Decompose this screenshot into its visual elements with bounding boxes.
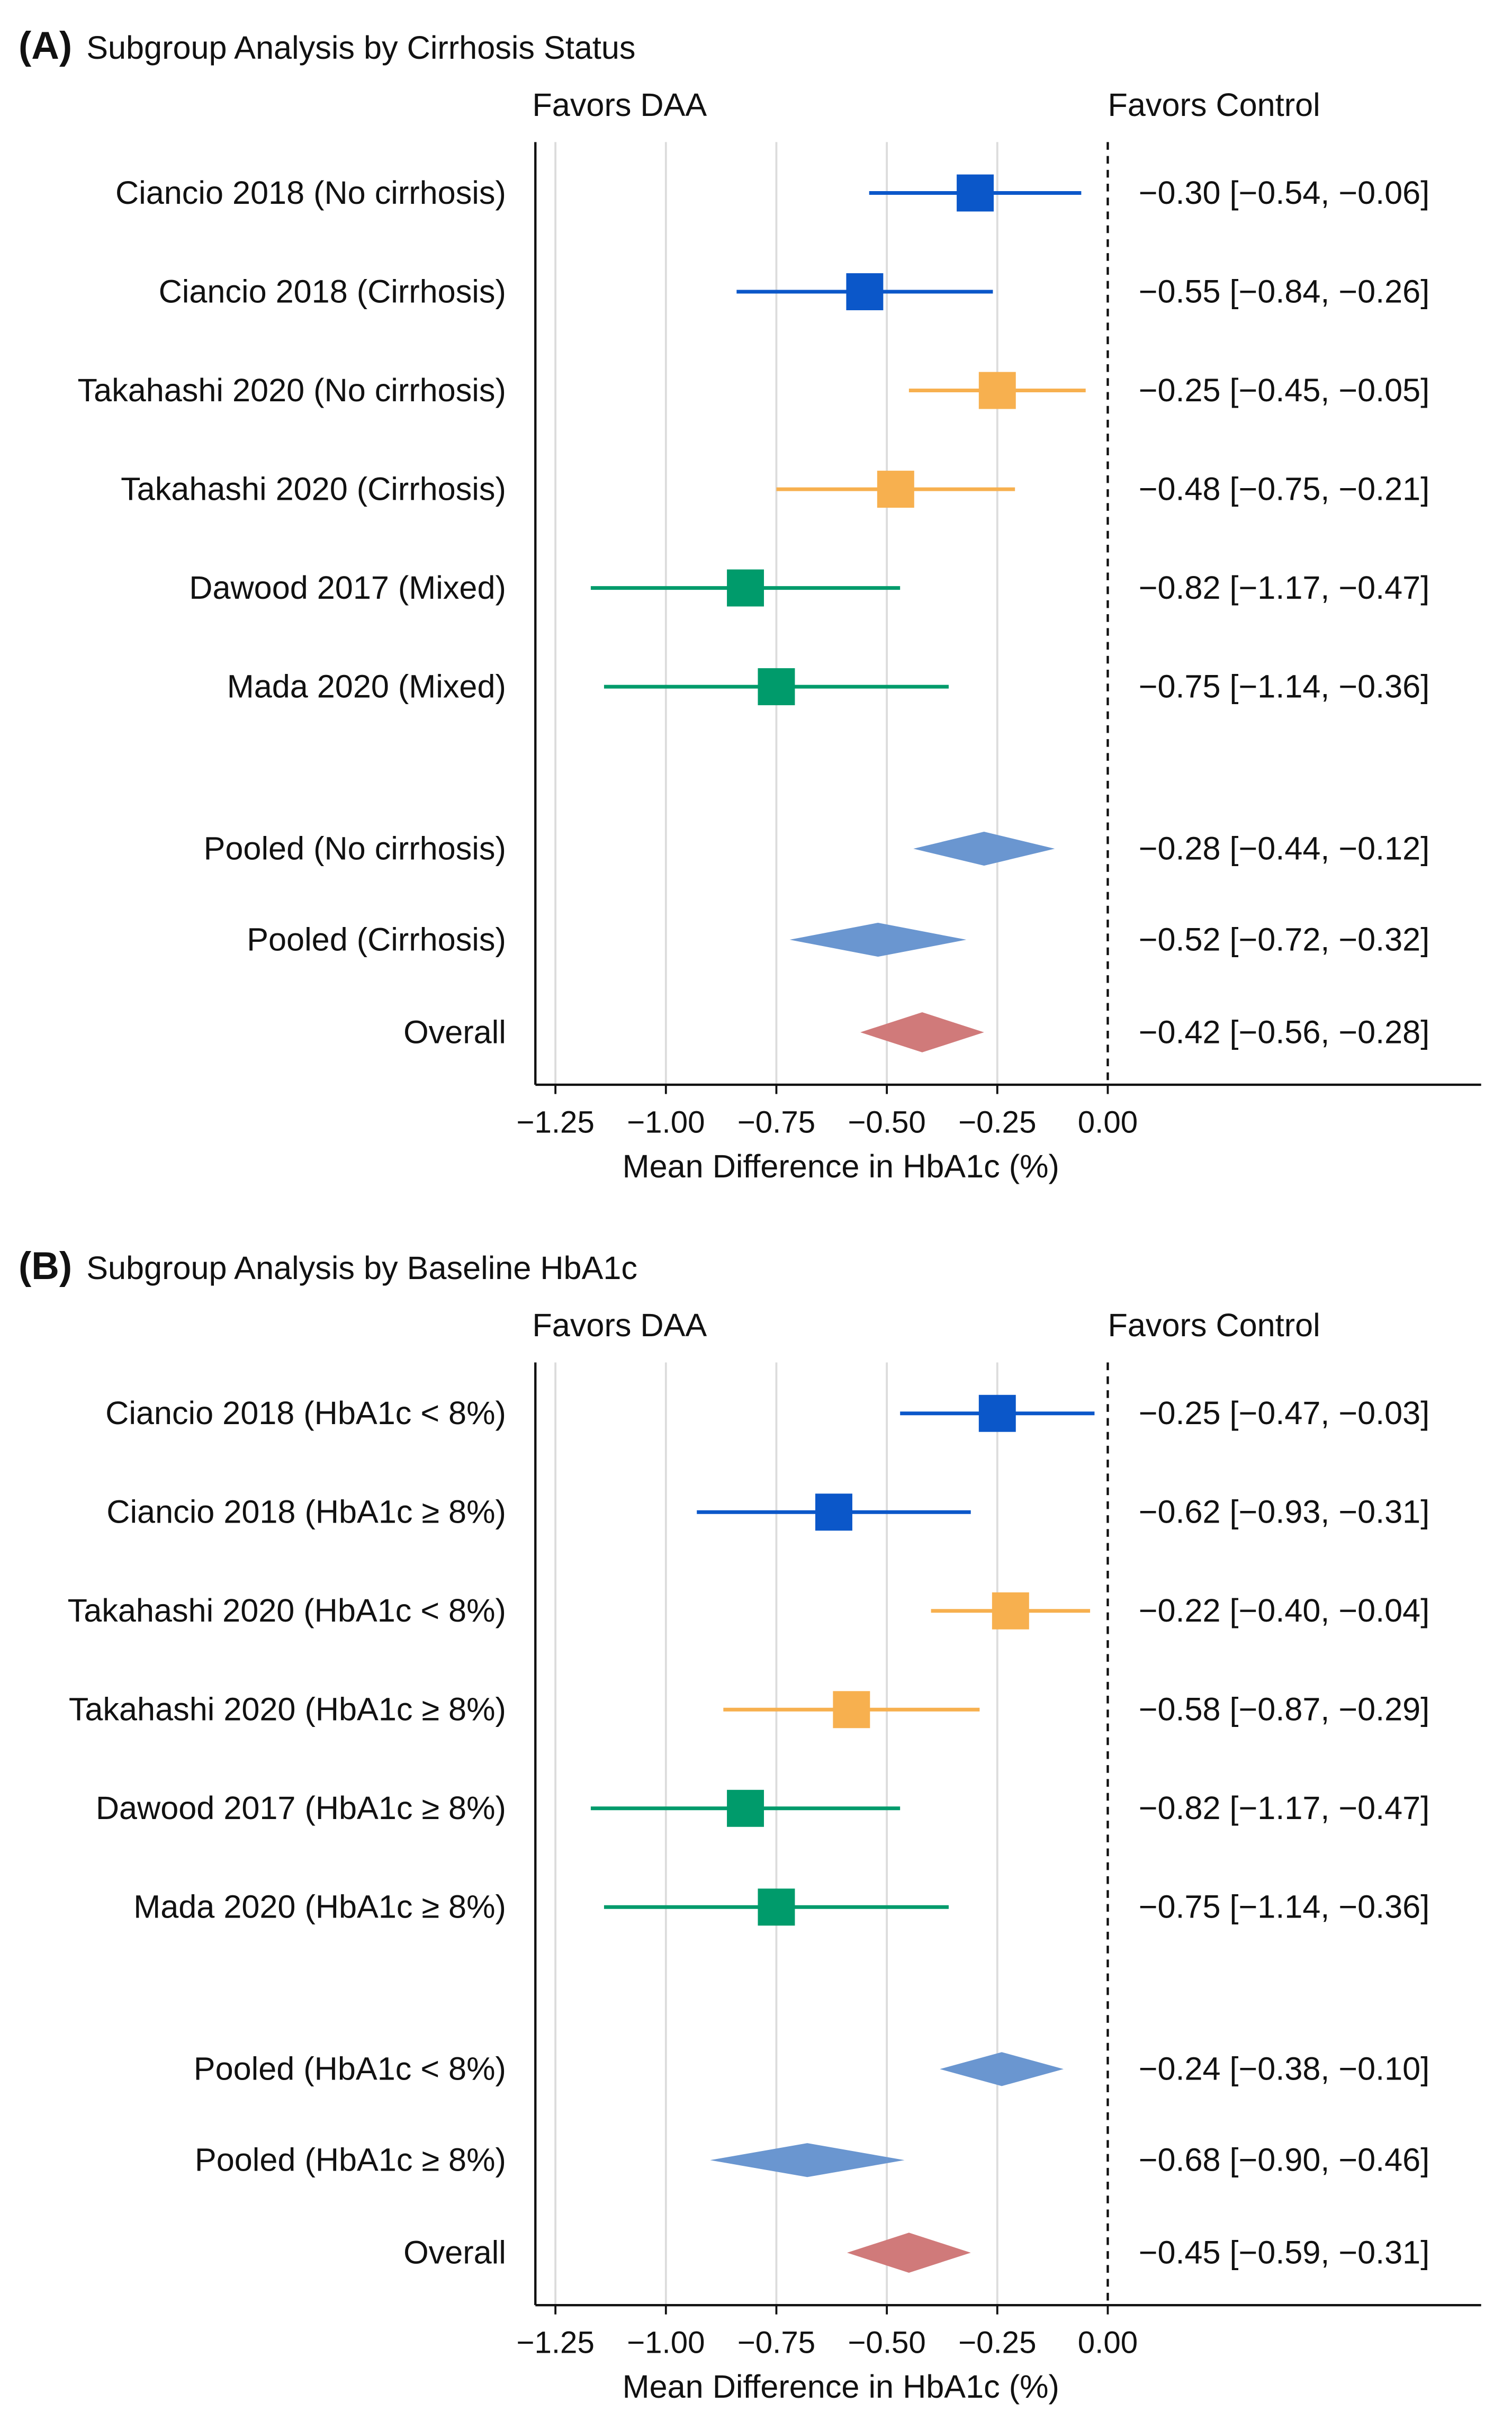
effect-ci-label: −0.24 [−0.38, −0.10] (1139, 2051, 1429, 2087)
favors-left-label: Favors DAA (532, 87, 707, 123)
x-tick-label: −1.25 (516, 1105, 594, 1139)
overall-diamond (860, 1012, 984, 1052)
row-label: Takahashi 2020 (HbA1c ≥ 8%) (69, 1691, 506, 1727)
row-label: Ciancio 2018 (HbA1c ≥ 8%) (106, 1494, 506, 1530)
forest-row: Pooled (HbA1c ≥ 8%) −0.68 [−0.90, −0.46] (195, 2142, 1429, 2178)
forest-row: Dawood 2017 (Mixed) −0.82 [−1.17, −0.47] (189, 569, 1429, 607)
row-label: Pooled (No cirrhosis) (204, 831, 506, 867)
favors-left-label: Favors DAA (532, 1307, 707, 1343)
effect-ci-label: −0.75 [−1.14, −0.36] (1139, 1889, 1429, 1925)
forest-row: Mada 2020 (Mixed) −0.75 [−1.14, −0.36] (227, 668, 1429, 706)
favors-right-label: Favors Control (1108, 87, 1320, 123)
x-tick-label: −1.25 (516, 2326, 594, 2360)
forest-row: Ciancio 2018 (HbA1c < 8%) −0.25 [−0.47, −… (105, 1394, 1429, 1432)
forest-row: Overall −0.45 [−0.59, −0.31] (403, 2233, 1429, 2273)
effect-ci-label: −0.48 [−0.75, −0.21] (1139, 471, 1429, 507)
forest-row: Ciancio 2018 (Cirrhosis) −0.55 [−0.84, −0… (159, 273, 1429, 311)
pooled-diamond (913, 832, 1055, 866)
row-label: Overall (403, 1014, 506, 1050)
forest-row: Takahashi 2020 (HbA1c ≥ 8%) −0.58 [−0.87,… (69, 1691, 1429, 1729)
row-label: Pooled (HbA1c ≥ 8%) (195, 2142, 506, 2178)
effect-square (758, 1888, 795, 1926)
effect-square (727, 1789, 764, 1827)
effect-ci-label: −0.82 [−1.17, −0.47] (1139, 570, 1429, 606)
effect-ci-label: −0.25 [−0.45, −0.05] (1139, 372, 1429, 408)
effect-square (815, 1493, 852, 1531)
forest-row: Takahashi 2020 (Cirrhosis) −0.48 [−0.75, … (121, 471, 1429, 508)
x-tick-label: 0.00 (1078, 2326, 1138, 2360)
forest-row: Mada 2020 (HbA1c ≥ 8%) −0.75 [−1.14, −0.3… (133, 1888, 1429, 1926)
x-tick-label: −0.75 (737, 2326, 815, 2360)
panel-a: (A) Subgroup Analysis by Cirrhosis Status… (19, 24, 1481, 1184)
x-tick-label: −1.00 (627, 2326, 705, 2360)
effect-ci-label: −0.82 [−1.17, −0.47] (1139, 1790, 1429, 1826)
row-label: Takahashi 2020 (No cirrhosis) (77, 372, 506, 408)
effect-ci-label: −0.62 [−0.93, −0.31] (1139, 1494, 1429, 1530)
pooled-diamond (710, 2143, 905, 2177)
effect-square (877, 471, 914, 508)
effect-ci-label: −0.22 [−0.40, −0.04] (1139, 1592, 1429, 1628)
effect-square (992, 1592, 1029, 1630)
x-axis-label: Mean Difference in HbA1c (%) (623, 2369, 1059, 2405)
effect-square (846, 273, 884, 311)
row-label: Takahashi 2020 (Cirrhosis) (121, 471, 506, 507)
panel-title: Subgroup Analysis by Cirrhosis Status (86, 30, 635, 66)
effect-square (833, 1691, 870, 1729)
row-label: Takahashi 2020 (HbA1c < 8%) (68, 1592, 506, 1628)
forest-row: Takahashi 2020 (No cirrhosis) −0.25 [−0.4… (77, 372, 1429, 409)
x-tick-label: −0.25 (958, 2326, 1036, 2360)
x-tick-label: −0.75 (737, 1105, 815, 1139)
x-tick-label: −0.50 (848, 1105, 925, 1139)
forest-row: Ciancio 2018 (No cirrhosis) −0.30 [−0.54,… (115, 174, 1429, 212)
effect-ci-label: −0.45 [−0.59, −0.31] (1139, 2235, 1429, 2271)
row-label: Mada 2020 (Mixed) (227, 669, 506, 705)
panel-tag: (A) (19, 24, 72, 67)
forest-row: Dawood 2017 (HbA1c ≥ 8%) −0.82 [−1.17, −0… (96, 1789, 1429, 1827)
row-label: Dawood 2017 (Mixed) (189, 570, 506, 606)
row-label: Overall (403, 2235, 506, 2271)
effect-square (758, 668, 795, 706)
effect-ci-label: −0.25 [−0.47, −0.03] (1139, 1395, 1429, 1431)
x-tick-label: −1.00 (627, 1105, 705, 1139)
panel-b: (B) Subgroup Analysis by Baseline HbA1c Fa… (19, 1245, 1481, 2405)
row-label: Ciancio 2018 (Cirrhosis) (159, 273, 506, 309)
row-label: Mada 2020 (HbA1c ≥ 8%) (133, 1889, 506, 1925)
x-tick-label: −0.25 (958, 1105, 1036, 1139)
effect-ci-label: −0.68 [−0.90, −0.46] (1139, 2142, 1429, 2178)
effect-ci-label: −0.58 [−0.87, −0.29] (1139, 1691, 1429, 1727)
effect-ci-label: −0.75 [−1.14, −0.36] (1139, 669, 1429, 705)
effect-square (978, 372, 1016, 409)
panel-tag: (B) (19, 1245, 72, 1288)
overall-diamond (847, 2233, 971, 2273)
row-label: Ciancio 2018 (No cirrhosis) (115, 175, 506, 211)
x-tick-label: −0.50 (848, 2326, 925, 2360)
effect-square (957, 174, 994, 212)
effect-square (727, 569, 764, 607)
panel-title: Subgroup Analysis by Baseline HbA1c (86, 1250, 637, 1286)
favors-right-label: Favors Control (1108, 1307, 1320, 1343)
effect-ci-label: −0.55 [−0.84, −0.26] (1139, 273, 1429, 309)
effect-ci-label: −0.52 [−0.72, −0.32] (1139, 921, 1429, 957)
forest-row: Pooled (Cirrhosis) −0.52 [−0.72, −0.32] (247, 921, 1429, 957)
x-axis-label: Mean Difference in HbA1c (%) (623, 1148, 1059, 1184)
forest-row: Pooled (No cirrhosis) −0.28 [−0.44, −0.12… (204, 831, 1430, 867)
pooled-diamond (789, 922, 967, 957)
forest-row: Overall −0.42 [−0.56, −0.28] (403, 1012, 1429, 1052)
forest-row: Takahashi 2020 (HbA1c < 8%) −0.22 [−0.40,… (68, 1592, 1429, 1630)
x-tick-label: 0.00 (1078, 1105, 1138, 1139)
effect-ci-label: −0.28 [−0.44, −0.12] (1139, 831, 1429, 867)
effect-ci-label: −0.30 [−0.54, −0.06] (1139, 175, 1429, 211)
pooled-diamond (940, 2052, 1064, 2086)
row-label: Pooled (Cirrhosis) (247, 921, 506, 957)
row-label: Ciancio 2018 (HbA1c < 8%) (105, 1395, 506, 1431)
forest-row: Ciancio 2018 (HbA1c ≥ 8%) −0.62 [−0.93, −… (106, 1493, 1429, 1531)
row-label: Pooled (HbA1c < 8%) (194, 2051, 506, 2087)
effect-square (978, 1394, 1016, 1432)
row-label: Dawood 2017 (HbA1c ≥ 8%) (96, 1790, 506, 1826)
effect-ci-label: −0.42 [−0.56, −0.28] (1139, 1014, 1429, 1050)
forest-row: Pooled (HbA1c < 8%) −0.24 [−0.38, −0.10] (194, 2051, 1429, 2087)
